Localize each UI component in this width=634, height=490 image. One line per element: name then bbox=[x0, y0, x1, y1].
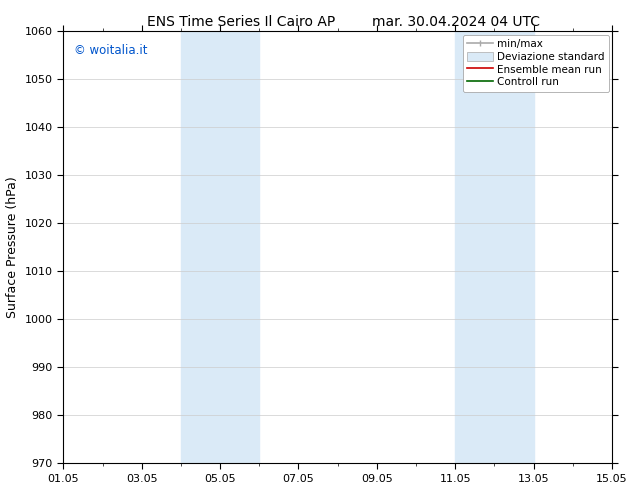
Y-axis label: Surface Pressure (hPa): Surface Pressure (hPa) bbox=[6, 176, 19, 318]
Bar bbox=[181, 31, 259, 464]
Text: © woitalia.it: © woitalia.it bbox=[74, 45, 148, 57]
Text: mar. 30.04.2024 04 UTC: mar. 30.04.2024 04 UTC bbox=[373, 15, 540, 29]
Legend: min/max, Deviazione standard, Ensemble mean run, Controll run: min/max, Deviazione standard, Ensemble m… bbox=[463, 34, 609, 92]
Text: ENS Time Series Il Cairo AP: ENS Time Series Il Cairo AP bbox=[147, 15, 335, 29]
Bar bbox=[455, 31, 534, 464]
